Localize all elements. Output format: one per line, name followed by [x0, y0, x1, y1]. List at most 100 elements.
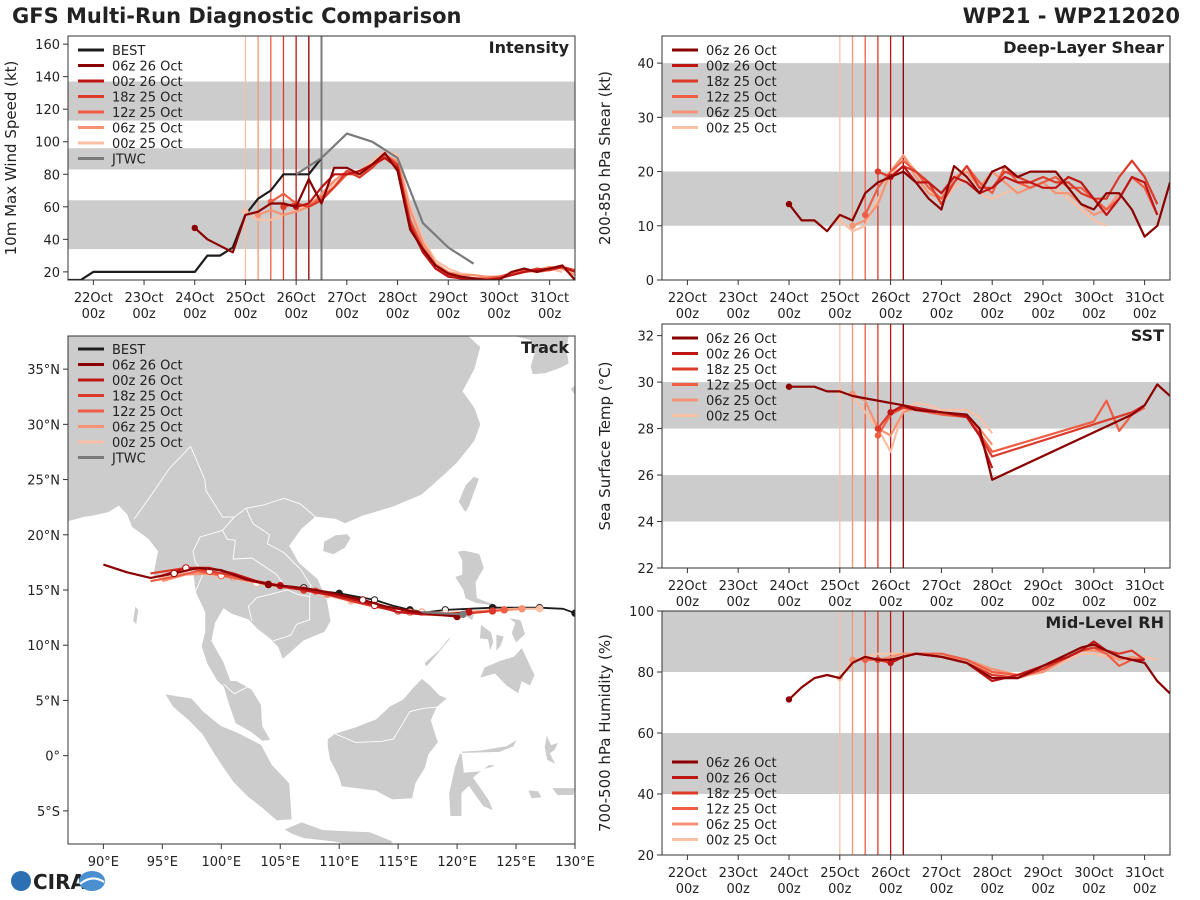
- sst-ylabel: Sea Surface Temp (°C): [596, 361, 614, 530]
- intensity-xtick-label: 26Oct: [277, 291, 316, 306]
- shear-series-line: [852, 154, 1121, 227]
- track-panel: 90°E 95°E 100°E 105°E 110°E 115°E 120°E 125°E 13…: [27, 335, 595, 870]
- sst-xtick-label: 00z: [727, 595, 751, 610]
- sst-xtick-label: 00z: [1082, 595, 1106, 610]
- intensity-legend-label: JTWC: [111, 153, 146, 168]
- rh-xtick-label: 00z: [727, 882, 751, 897]
- rh-ylabel: 700-500 hPa Humidity (%): [596, 634, 614, 832]
- intensity-ytick-label: 140: [35, 71, 60, 86]
- track-xtick-label: 130°E: [555, 855, 595, 870]
- track-line: [421, 611, 464, 616]
- intensity-xtick-label: 00z: [82, 307, 106, 322]
- sst-panel: 22242628303222Oct00z23Oct00z24Oct00z25Oc…: [596, 323, 1171, 610]
- rh-xtick-label: 28Oct: [973, 866, 1012, 881]
- track-xtick-label: 125°E: [496, 855, 536, 870]
- track-xtick-label: 105°E: [260, 855, 300, 870]
- intensity-xtick-label: 00z: [335, 307, 359, 322]
- sst-xtick-label: 25Oct: [820, 579, 859, 594]
- sst-xtick-label: 00z: [828, 595, 852, 610]
- track-xtick-label: 115°E: [378, 855, 418, 870]
- country-border: [133, 445, 316, 520]
- samar-island: [507, 617, 526, 644]
- intensity-xtick-label: 00z: [234, 307, 258, 322]
- shear-xtick-label: 00z: [1082, 307, 1106, 322]
- sst-start-point: [887, 409, 894, 416]
- intensity-series-line: [295, 156, 575, 280]
- shear-ytick-label: 0: [646, 274, 654, 289]
- sst-start-point: [874, 432, 882, 439]
- intensity-start-point: [242, 208, 249, 215]
- shear-xtick-label: 31Oct: [1125, 291, 1164, 306]
- track-point: [488, 607, 497, 615]
- honshu-island: [574, 336, 575, 370]
- sst-shade-band: [662, 475, 1170, 522]
- shear-plot-area: [662, 36, 1170, 280]
- sst-panel-title: SST: [1131, 326, 1164, 345]
- shear-xtick-label: 00z: [777, 307, 801, 322]
- sst-ytick-label: 28: [637, 423, 654, 438]
- rh-legend-label: 00z 26 Oct: [706, 772, 777, 787]
- storm-id: WP21 - WP212020: [962, 4, 1180, 28]
- sst-xtick-label: 23Oct: [719, 579, 758, 594]
- shear-panel-title: Deep-Layer Shear: [1003, 38, 1164, 57]
- intensity-legend-label: 00z 26 Oct: [112, 75, 183, 90]
- shear-xtick-label: 26Oct: [871, 291, 910, 306]
- intensity-xtick-label: 31Oct: [530, 291, 569, 306]
- country-border: [223, 683, 248, 695]
- rh-xtick-label: 27Oct: [922, 866, 961, 881]
- rh-ytick-label: 20: [637, 849, 654, 864]
- rh-xtick-label: 00z: [981, 882, 1005, 897]
- track-ytick-label: 0°: [45, 750, 60, 765]
- shear-start-point: [836, 217, 843, 224]
- sst-ytick-label: 30: [637, 376, 654, 391]
- sulawesi-island: [448, 738, 519, 817]
- rh-legend-label: 18z 25 Oct: [706, 787, 777, 802]
- shear-xtick-label: 00z: [930, 307, 954, 322]
- intensity-ylabel: 10m Max Wind Speed (kt): [2, 61, 20, 256]
- logo-text: CIRA: [33, 870, 87, 894]
- intensity-xtick-label: 00z: [183, 307, 207, 322]
- sst-start-point: [785, 383, 793, 390]
- shear-legend-label: 06z 26 Oct: [706, 44, 777, 59]
- shear-start-point: [849, 222, 856, 229]
- rh-xtick-label: 25Oct: [820, 866, 859, 881]
- lesser-sunda-islands: [398, 845, 491, 855]
- intensity-xtick-label: 00z: [284, 307, 308, 322]
- intensity-ytick-label: 120: [35, 103, 60, 118]
- track-ytick-label: 25°N: [27, 474, 60, 489]
- intensity-xtick-label: 30Oct: [479, 291, 518, 306]
- sst-legend-label: 00z 25 Oct: [706, 410, 777, 425]
- map-area: [68, 336, 575, 855]
- intensity-ytick-label: 60: [43, 201, 60, 216]
- sst-xtick-label: 27Oct: [922, 579, 961, 594]
- intensity-legend-label: BEST: [112, 44, 145, 59]
- rh-xtick-label: 00z: [1133, 882, 1157, 897]
- intensity-legend-label: 06z 25 Oct: [112, 122, 183, 137]
- kyushu-island: [569, 384, 575, 399]
- sst-plot-area: [662, 324, 1170, 568]
- intensity-xtick-label: 22Oct: [74, 291, 113, 306]
- shear-start-point: [785, 200, 793, 208]
- sst-legend-label: 00z 26 Oct: [706, 348, 777, 363]
- rh-xtick-label: 00z: [777, 882, 801, 897]
- intensity-legend-label: 00z 25 Oct: [112, 137, 183, 152]
- rh-shade-band: [662, 733, 1170, 794]
- rh-xtick-label: 22Oct: [668, 866, 707, 881]
- shear-ytick-label: 20: [637, 166, 654, 181]
- rh-legend-label: 06z 26 Oct: [706, 756, 777, 771]
- track-legend-label: BEST: [112, 343, 145, 358]
- rh-panel-title: Mid-Level RH: [1045, 613, 1164, 632]
- intensity-start-point: [254, 211, 262, 219]
- rh-legend-label: 12z 25 Oct: [706, 803, 777, 818]
- intensity-xtick-label: 29Oct: [429, 291, 468, 306]
- sst-legend-label: 06z 25 Oct: [706, 394, 777, 409]
- sst-legend-label: 06z 26 Oct: [706, 332, 777, 347]
- panay-island: [479, 623, 495, 654]
- shear-panel: 01020304022Oct00z23Oct00z24Oct00z25Oct00…: [596, 35, 1171, 322]
- intensity-xtick-label: 00z: [386, 307, 410, 322]
- intensity-xtick-label: 00z: [437, 307, 461, 322]
- shear-legend-label: 00z 25 Oct: [706, 122, 777, 137]
- java-island: [282, 821, 393, 844]
- rh-xtick-label: 00z: [828, 882, 852, 897]
